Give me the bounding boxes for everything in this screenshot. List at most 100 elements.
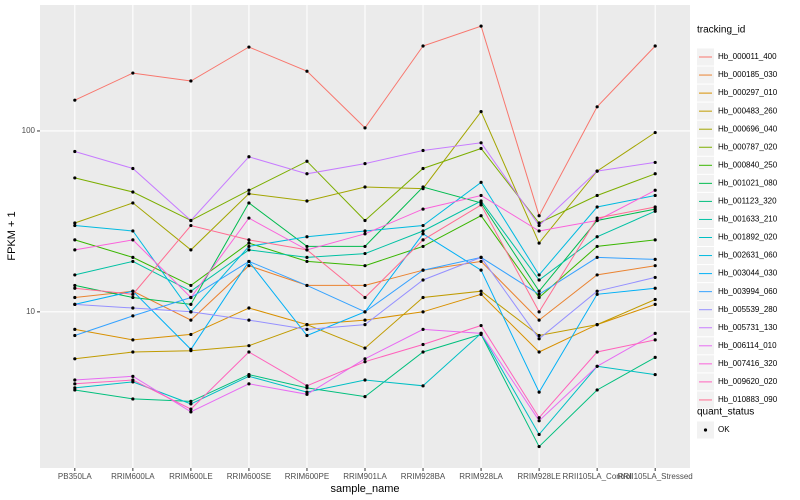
data-point [595,289,599,293]
data-point [363,244,367,249]
data-point [479,203,483,207]
data-point [305,384,309,388]
data-point [595,193,599,198]
data-point [189,248,193,252]
data-point [305,323,309,327]
data-point [247,241,251,245]
data-point [537,223,541,228]
data-point [537,390,541,394]
legend-label: Hb_000011_400 [718,52,777,61]
x-tick-label: RRIM600LA [111,472,155,481]
data-point [247,306,251,310]
legend-label: Hb_001633_210 [718,215,778,224]
data-point [247,244,251,249]
legend: Hb_000011_400 Hb_000185_030 Hb_000297_010 H… [697,48,778,439]
data-point [421,278,425,282]
data-point [421,244,425,249]
data-point [653,355,657,359]
data-point [247,192,251,196]
legend-label: Hb_002631_060 [718,251,778,260]
data-point [595,364,599,368]
x-tick-label: RRIM600SE [227,472,271,481]
data-point [73,223,77,228]
legend-label: Hb_009620_020 [718,377,778,386]
data-point [479,193,483,198]
data-point [595,218,599,223]
data-point [73,286,77,290]
data-point [653,172,657,176]
data-point [131,289,135,293]
legend-label: Hb_000787_020 [718,142,778,151]
data-point [305,283,309,288]
data-point [653,160,657,165]
data-point [131,166,135,171]
data-point [363,318,367,322]
data-point [537,432,541,437]
legend-label: Hb_000696_040 [718,124,778,133]
data-point [131,292,135,296]
legend-label: Hb_003044_030 [718,269,778,278]
data-point [537,419,541,423]
data-point [189,399,193,403]
data-point [131,338,135,342]
x-tick-label: RRII105LA_Control [562,472,632,481]
data-point [189,318,193,322]
data-point [363,162,367,166]
data-point [73,149,77,154]
data-point [479,24,483,28]
data-point [479,180,483,184]
legend-label: Hb_005539_280 [718,305,778,314]
data-point [537,416,541,420]
x-tick-label: RRII105LA_Stressed [618,472,693,481]
data-point [247,188,251,192]
data-point [421,229,425,233]
data-point [479,323,483,328]
data-point [653,372,657,377]
data-point [131,295,135,300]
legend-label: Hb_001892_020 [718,233,778,242]
data-point [421,342,425,347]
data-point [73,221,77,225]
data-point [131,71,135,75]
data-point [189,218,193,223]
data-point [247,155,251,159]
data-point [537,229,541,233]
y-tick-label: 100 [22,126,36,135]
data-point [189,332,193,337]
data-point [189,347,193,351]
legend-label: Hb_005731_130 [718,323,778,332]
data-point [131,238,135,242]
data-point [537,241,541,245]
data-point [653,257,657,261]
data-point [537,337,541,341]
data-point [189,79,193,83]
data-point [131,306,135,310]
data-point [131,350,135,354]
data-point [247,382,251,386]
data-point [421,310,425,314]
data-point [595,216,599,220]
data-point [653,275,657,280]
data-point [537,444,541,449]
data-point [421,44,425,48]
data-point [479,146,483,151]
data-point [363,310,367,314]
legend-label: Hb_007416_320 [718,359,778,368]
data-point [189,407,193,411]
data-point [421,232,425,236]
data-point [189,410,193,414]
legend-label: Hb_000483_260 [718,106,778,115]
data-point [479,268,483,272]
data-point [363,264,367,268]
data-point [595,350,599,354]
data-point [363,357,367,361]
data-point [363,295,367,300]
data-point [363,126,367,130]
y-axis-title: FPKM + 1 [6,211,18,260]
data-point [247,248,251,252]
data-point [421,295,425,300]
data-point [247,45,251,49]
data-point [653,331,657,336]
data-point [421,327,425,331]
